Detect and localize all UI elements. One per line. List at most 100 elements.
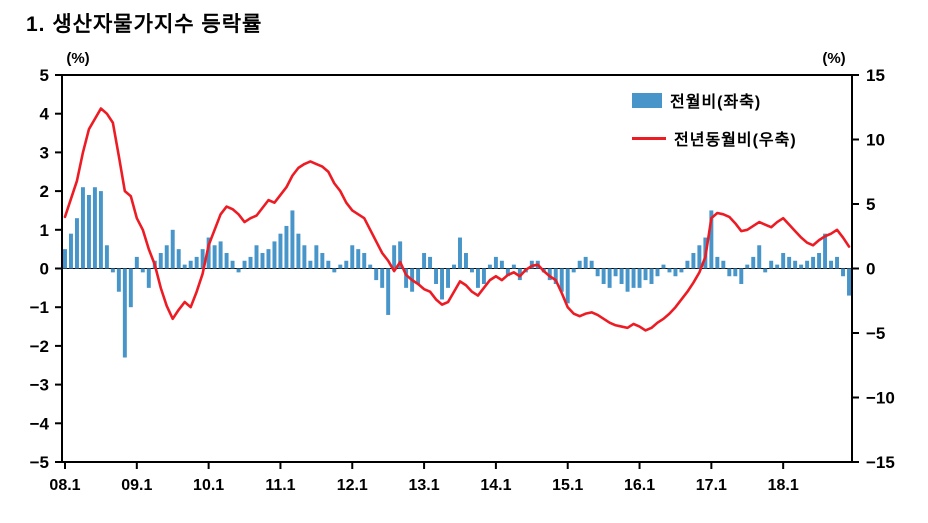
bar-mom bbox=[254, 245, 259, 269]
bar-mom bbox=[697, 245, 702, 269]
bar-mom bbox=[302, 245, 307, 269]
bar-mom bbox=[290, 210, 295, 269]
bar-mom bbox=[212, 245, 217, 269]
bar-mom bbox=[571, 268, 576, 273]
bar-mom bbox=[122, 268, 127, 358]
bar-mom bbox=[236, 268, 241, 273]
bar-mom bbox=[607, 268, 612, 288]
bar-mom bbox=[230, 260, 235, 269]
bar-mom bbox=[320, 253, 325, 269]
bar-mom bbox=[601, 268, 606, 284]
bar-mom bbox=[284, 225, 289, 269]
bar-mom bbox=[428, 256, 433, 269]
bar-mom bbox=[416, 268, 421, 284]
bar-mom bbox=[80, 187, 85, 269]
bar-mom bbox=[308, 260, 313, 269]
bar-mom bbox=[92, 187, 97, 269]
bar-mom bbox=[823, 233, 828, 269]
bar-mom bbox=[739, 268, 744, 284]
x-tick-label: 18.1 bbox=[768, 477, 799, 494]
bar-mom bbox=[835, 256, 840, 269]
right-tick-label: −5 bbox=[866, 324, 885, 343]
bar-mom bbox=[104, 245, 109, 269]
legend-line-label: 전년동월비(우축) bbox=[674, 132, 797, 149]
x-tick-label: 14.1 bbox=[480, 477, 511, 494]
bar-mom bbox=[350, 245, 355, 269]
bar-mom bbox=[775, 264, 780, 269]
legend-item-bar: 전월비(좌축) bbox=[632, 88, 797, 112]
bar-mom bbox=[721, 260, 726, 269]
bar-mom bbox=[386, 268, 391, 315]
bar-mom bbox=[266, 249, 271, 269]
legend-bar-label: 전월비(좌축) bbox=[670, 94, 762, 111]
bar-mom bbox=[817, 253, 822, 269]
bar-mom bbox=[829, 260, 834, 269]
bar-mom bbox=[182, 264, 187, 269]
bar-mom bbox=[751, 256, 756, 269]
bar-mom bbox=[811, 256, 816, 269]
bar-mom bbox=[631, 268, 636, 288]
bar-mom bbox=[164, 245, 169, 269]
bar-mom bbox=[649, 268, 654, 284]
bar-mom bbox=[763, 268, 768, 273]
bar-mom bbox=[272, 241, 277, 269]
bar-mom bbox=[679, 268, 684, 273]
chart-title: 1. 생산자물가지수 등락률 bbox=[26, 13, 263, 36]
bar-mom bbox=[553, 268, 558, 284]
bar-mom bbox=[63, 249, 67, 269]
bar-mom bbox=[206, 237, 211, 269]
bar-mom bbox=[392, 245, 397, 269]
left-tick-label: −3 bbox=[30, 376, 49, 395]
bar-mom bbox=[469, 268, 474, 273]
bar-mom bbox=[673, 268, 678, 277]
left-tick-label: −4 bbox=[30, 414, 50, 433]
bar-mom bbox=[458, 237, 462, 269]
x-tick-label: 11.1 bbox=[265, 477, 295, 494]
bar-mom bbox=[487, 264, 492, 269]
right-tick-label: 0 bbox=[866, 260, 875, 279]
x-tick-label: 15.1 bbox=[552, 477, 583, 494]
bar-mom bbox=[248, 256, 253, 269]
bar-mom bbox=[583, 256, 588, 269]
bar-mom bbox=[452, 264, 456, 269]
right-tick-label: 10 bbox=[866, 131, 885, 150]
x-tick-label: 12.1 bbox=[337, 477, 368, 494]
bar-mom bbox=[805, 260, 810, 269]
bar-mom bbox=[769, 260, 774, 269]
bar-mom bbox=[715, 256, 720, 269]
x-tick-label: 17.1 bbox=[696, 477, 727, 494]
bar-mom bbox=[565, 268, 570, 304]
bar-mom bbox=[577, 260, 582, 269]
bar-mom bbox=[398, 241, 403, 269]
legend-bar-swatch-icon bbox=[632, 92, 662, 108]
bar-mom bbox=[110, 268, 115, 273]
bar-mom bbox=[643, 268, 648, 281]
bar-mom bbox=[146, 268, 151, 288]
bar-mom bbox=[745, 264, 750, 269]
bar-mom bbox=[559, 268, 564, 292]
bar-mom bbox=[242, 260, 247, 269]
bar-mom bbox=[86, 194, 91, 269]
left-axis-unit: (%) bbox=[66, 50, 89, 67]
bar-mom bbox=[404, 268, 409, 288]
bar-mom bbox=[799, 264, 804, 269]
bar-mom bbox=[176, 249, 181, 269]
right-tick-label: 5 bbox=[866, 195, 875, 214]
x-tick-label: 08.1 bbox=[49, 477, 80, 494]
bar-mom bbox=[757, 245, 762, 269]
bar-mom bbox=[200, 249, 205, 269]
right-tick-label: −10 bbox=[866, 389, 895, 408]
x-tick-label: 10.1 bbox=[193, 477, 224, 494]
bar-mom bbox=[619, 268, 624, 284]
bar-mom bbox=[194, 256, 199, 269]
bar-mom bbox=[685, 260, 690, 269]
x-tick-label: 16.1 bbox=[624, 477, 655, 494]
bar-mom bbox=[655, 268, 660, 277]
bar-mom bbox=[440, 268, 445, 300]
bar-mom bbox=[362, 253, 367, 269]
bar-mom bbox=[625, 268, 630, 292]
bar-mom bbox=[637, 268, 642, 288]
legend-item-line: 전년동월비(우축) bbox=[632, 126, 797, 150]
